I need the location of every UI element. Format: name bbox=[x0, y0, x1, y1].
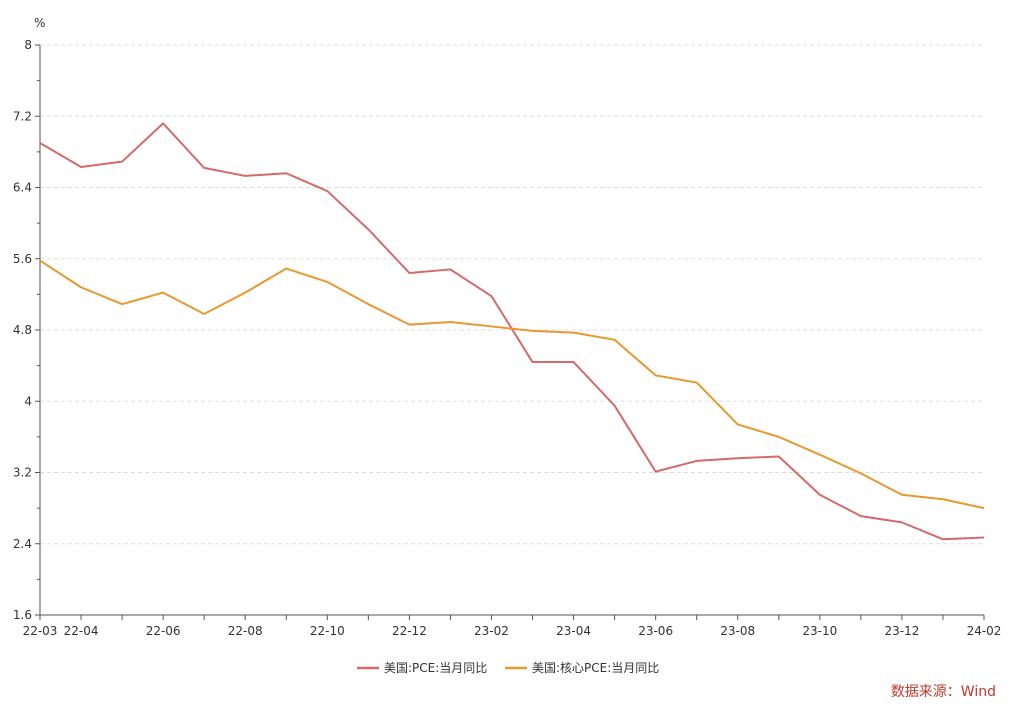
series-line-1 bbox=[39, 122, 985, 541]
series-line-2 bbox=[39, 259, 985, 510]
data-source-label: 数据来源：Wind bbox=[891, 684, 996, 700]
y-tick-label: 8 bbox=[24, 38, 32, 52]
y-tick-label: 4.8 bbox=[13, 323, 32, 337]
legend-label-1: 美国:PCE:当月同比 bbox=[384, 661, 487, 675]
y-tick-label: 4 bbox=[24, 394, 32, 408]
axes: 1.6 2.4 3.2 4 4.8 5.6 6.4 7.2 8 22-03 22-04 22-06 22… bbox=[13, 38, 1002, 638]
x-tick-label: 23-06 bbox=[638, 624, 673, 638]
legend-label-2: 美国:核心PCE:当月同比 bbox=[532, 661, 659, 675]
x-tick-label: 22-06 bbox=[146, 624, 181, 638]
x-tick-label: 24-02 bbox=[967, 624, 1002, 638]
x-tick-label: 22-03 bbox=[23, 624, 58, 638]
x-tick-label: 22-04 bbox=[64, 624, 99, 638]
series-lines bbox=[39, 122, 985, 541]
x-tick-label: 22-12 bbox=[392, 624, 427, 638]
x-tick-label: 23-08 bbox=[720, 624, 755, 638]
grid-lines bbox=[40, 44, 984, 545]
y-tick-label: 7.2 bbox=[13, 109, 32, 123]
x-tick-label: 23-10 bbox=[802, 624, 837, 638]
y-unit-label: % bbox=[34, 16, 45, 30]
legend: 美国:PCE:当月同比 美国:核心PCE:当月同比 bbox=[357, 661, 659, 675]
y-tick-label: 3.2 bbox=[13, 466, 32, 480]
x-tick-label: 22-10 bbox=[310, 624, 345, 638]
y-tick-label: 2.4 bbox=[13, 537, 32, 551]
x-tick-label: 23-02 bbox=[474, 624, 509, 638]
x-tick-label: 23-12 bbox=[884, 624, 919, 638]
y-tick-label: 5.6 bbox=[13, 252, 32, 266]
x-tick-label: 22-08 bbox=[228, 624, 263, 638]
y-tick-label: 1.6 bbox=[13, 608, 32, 622]
x-tick-label: 23-04 bbox=[556, 624, 591, 638]
y-tick-label: 6.4 bbox=[13, 181, 32, 195]
